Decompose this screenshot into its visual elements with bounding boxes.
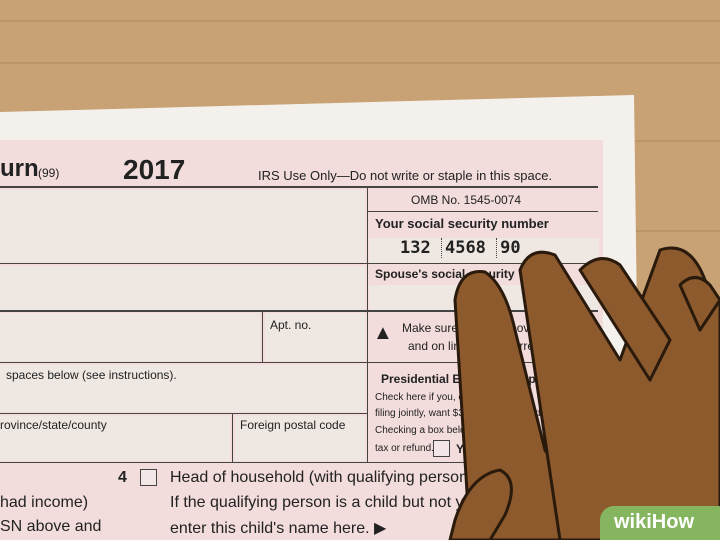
ssn-part-2: 4568 [440, 238, 486, 258]
check-here-text: Check here if you, or your spouse if [375, 392, 533, 403]
form-title: urn [0, 155, 39, 182]
campaign-you-checkbox[interactable] [433, 440, 450, 457]
left-text-1: had income) [0, 494, 89, 511]
ssn-label: Your social security number [375, 216, 549, 231]
form-code: (99) [38, 166, 60, 180]
ssn-field[interactable]: 132 4568 90 [400, 238, 521, 258]
ssn-part-1: 132 [400, 238, 431, 258]
line-4-number: 4 [118, 469, 127, 486]
watermark-logo: wikiHow [614, 511, 695, 533]
tax-refund-text: tax or refund. [375, 443, 434, 454]
spaces-below-text: spaces below (see instructions). [6, 368, 177, 382]
wikihow-watermark: wikiHow [600, 506, 720, 540]
postal-code-label: Foreign postal code [240, 418, 346, 432]
province-label: rovince/state/county [0, 418, 107, 432]
warning-triangle-icon: ▲ [373, 322, 393, 344]
tax-year: 2017 [123, 154, 186, 185]
ssn-part-3: 90 [496, 238, 521, 258]
line-4-text-3: enter this child's name here. ▶ [170, 520, 387, 537]
filing-jointly-text: filing jointly, want $3 to go to this fu… [375, 408, 544, 419]
apt-label: Apt. no. [270, 318, 312, 332]
left-text-2: SN above and [0, 518, 102, 535]
omb-number: OMB No. 1545-0074 [411, 193, 522, 207]
head-of-household-checkbox[interactable] [140, 469, 157, 486]
irs-use-only: IRS Use Only—Do not write or staple in t… [258, 168, 553, 183]
